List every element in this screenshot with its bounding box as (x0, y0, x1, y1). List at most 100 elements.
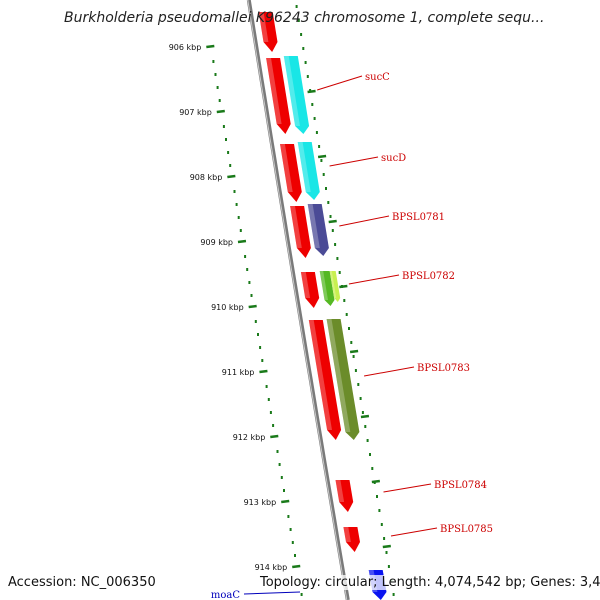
track-tick (349, 349, 359, 354)
track-dot (315, 131, 318, 134)
minor-tick (225, 138, 227, 141)
track-dot (297, 19, 300, 22)
track-dot (300, 33, 303, 36)
gene-arrow-BPSL0782-part-shade (329, 271, 337, 298)
minor-tick (278, 463, 281, 466)
cds-arrow-5[interactable] (300, 272, 320, 308)
minor-tick (261, 359, 264, 362)
minor-tick (227, 151, 230, 154)
gene-label-BPSL0785[interactable]: BPSL0785 (440, 524, 493, 535)
track-dot (334, 243, 337, 246)
cds-arrow-2[interactable] (266, 58, 291, 134)
gene-arrow-sucD-body[interactable] (297, 142, 320, 200)
track-dot (318, 145, 321, 148)
track-dot (338, 271, 341, 274)
major-tick-911 (259, 369, 268, 374)
minor-tick (233, 190, 236, 193)
leader-BPSL0783 (364, 366, 415, 377)
accession-text: Accession: NC_006350 (8, 575, 156, 590)
cds-arrow-8-body[interactable] (343, 527, 360, 552)
cds-arrow-3-body[interactable] (280, 144, 302, 202)
track-tick (382, 544, 391, 549)
track-dot (331, 229, 334, 232)
minor-tick (283, 489, 285, 492)
major-tick-913 (281, 499, 290, 504)
gene-arrow-sucC-body[interactable] (283, 56, 310, 134)
gene-arrow-BPSL0782[interactable] (319, 271, 335, 306)
track-dot (387, 565, 390, 568)
track-dot (364, 425, 367, 428)
minor-tick (239, 229, 242, 232)
gene-arrow-BPSL0782-body[interactable] (319, 271, 335, 306)
track-dot (304, 61, 307, 64)
cds-arrow-1-body[interactable] (258, 12, 278, 52)
tick-label-914: 914 kbp (255, 563, 288, 572)
gene-label-BPSL0781[interactable]: BPSL0781 (392, 212, 445, 223)
track-dot (369, 453, 371, 456)
cds-arrow-1-shade (258, 12, 269, 42)
tick-label-911: 911 kbp (222, 368, 255, 377)
major-tick-914 (292, 564, 301, 569)
gene-arrow-BPSL0782-part[interactable] (329, 271, 341, 302)
gene-arrow-BPSL0781[interactable] (307, 204, 329, 256)
gene-arrow-BPSL0783[interactable] (326, 319, 360, 440)
track-dot (371, 467, 374, 470)
minor-tick (248, 281, 251, 284)
leader-BPSL0781 (339, 215, 390, 227)
tick-label-910: 910 kbp (211, 303, 244, 312)
gene-arrow-BPSL0783-shade (326, 319, 351, 432)
minor-tick (218, 99, 221, 102)
gene-label-sucC[interactable]: sucC (365, 72, 390, 83)
tick-label-909: 909 kbp (200, 238, 233, 247)
cds-arrow-6[interactable] (308, 320, 342, 440)
track-dot (322, 173, 325, 176)
track-tick (371, 479, 380, 484)
major-tick-912 (270, 434, 279, 439)
minor-tick (287, 515, 290, 518)
track-dot (313, 117, 316, 120)
minor-tick (237, 216, 240, 219)
track-dot (336, 257, 339, 260)
cds-arrow-6-shade (308, 320, 332, 430)
cds-arrow-7-body[interactable] (335, 480, 354, 512)
cds-arrow-6-body[interactable] (308, 320, 342, 440)
gene-arrow-BPSL0781-body[interactable] (307, 204, 329, 256)
cds-arrow-1[interactable] (258, 12, 278, 52)
leader-BPSL0782 (348, 274, 400, 285)
gene-labels: sucC sucD BPSL0781 BPSL0782 BPSL0783 BPSL0784… (211, 72, 493, 600)
gene-label-BPSL0784[interactable]: BPSL0784 (434, 480, 487, 491)
tick-label-913: 913 kbp (244, 498, 277, 507)
cds-track (258, 12, 360, 552)
cds-arrow-8[interactable] (343, 527, 360, 552)
major-tick-910 (248, 304, 257, 309)
gene-arrow-BPSL0782-part-body[interactable] (329, 271, 341, 302)
tick-label-907: 907 kbp (179, 108, 212, 117)
minor-tick (212, 60, 215, 63)
track-dot (325, 187, 327, 190)
minor-tick (214, 73, 217, 76)
leader-sucD (329, 156, 379, 167)
leader-BPSL0785 (390, 527, 438, 537)
cds-arrow-2-shade (266, 58, 282, 124)
track-dot (306, 75, 309, 78)
gene-arrow-BPSL0783-body[interactable] (326, 319, 360, 440)
cds-arrow-7[interactable] (335, 480, 354, 512)
gene-label-sucD[interactable]: sucD (381, 153, 406, 164)
gene-label-moaC[interactable]: moaC (211, 590, 240, 600)
topology-text: Topology: circular; Length: 4,074,542 bp… (260, 575, 600, 590)
minor-tick (246, 268, 249, 271)
gene-arrow-sucC[interactable] (283, 56, 310, 134)
cds-arrow-5-body[interactable] (300, 272, 320, 308)
cds-arrow-4-body[interactable] (290, 206, 311, 258)
gene-label-BPSL0783[interactable]: BPSL0783 (417, 363, 470, 374)
cds-arrow-3[interactable] (280, 144, 302, 202)
minor-tick (265, 385, 268, 388)
gene-arrow-sucD[interactable] (297, 142, 320, 200)
backbone-highlight (247, 0, 348, 600)
cds-arrow-4[interactable] (290, 206, 311, 258)
gene-label-BPSL0782[interactable]: BPSL0782 (402, 271, 455, 282)
minor-tick (300, 593, 303, 596)
cds-arrow-2-body[interactable] (266, 58, 291, 134)
map-title: Burkholderia pseudomallei K96243 chromos… (64, 10, 545, 26)
